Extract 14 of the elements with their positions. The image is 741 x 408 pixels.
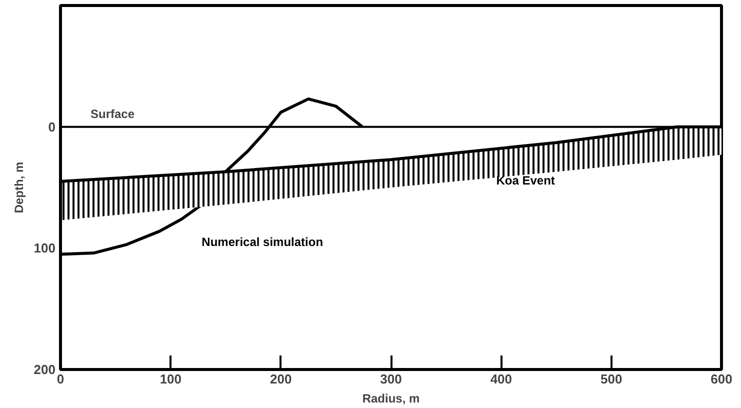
x-tick-label: 300: [380, 372, 402, 386]
y-axis-title: Depth, m: [12, 162, 26, 214]
text: Numerical simulation: [202, 235, 324, 250]
x-tick-label: 500: [600, 372, 622, 386]
x-axis-title: Radius, m: [362, 392, 420, 406]
x-tick-label: 200: [270, 372, 292, 386]
y-tick-label: 0: [48, 119, 56, 134]
text: Koa Event: [496, 174, 555, 188]
x-tick-label: 600: [710, 372, 732, 386]
y-tick-label: 100: [34, 240, 56, 256]
y-tick-label: 200: [34, 362, 56, 377]
x-tick-label: 100: [160, 372, 182, 386]
x-tick-label: 400: [490, 372, 512, 386]
ref-line-label: Surface: [90, 106, 135, 121]
